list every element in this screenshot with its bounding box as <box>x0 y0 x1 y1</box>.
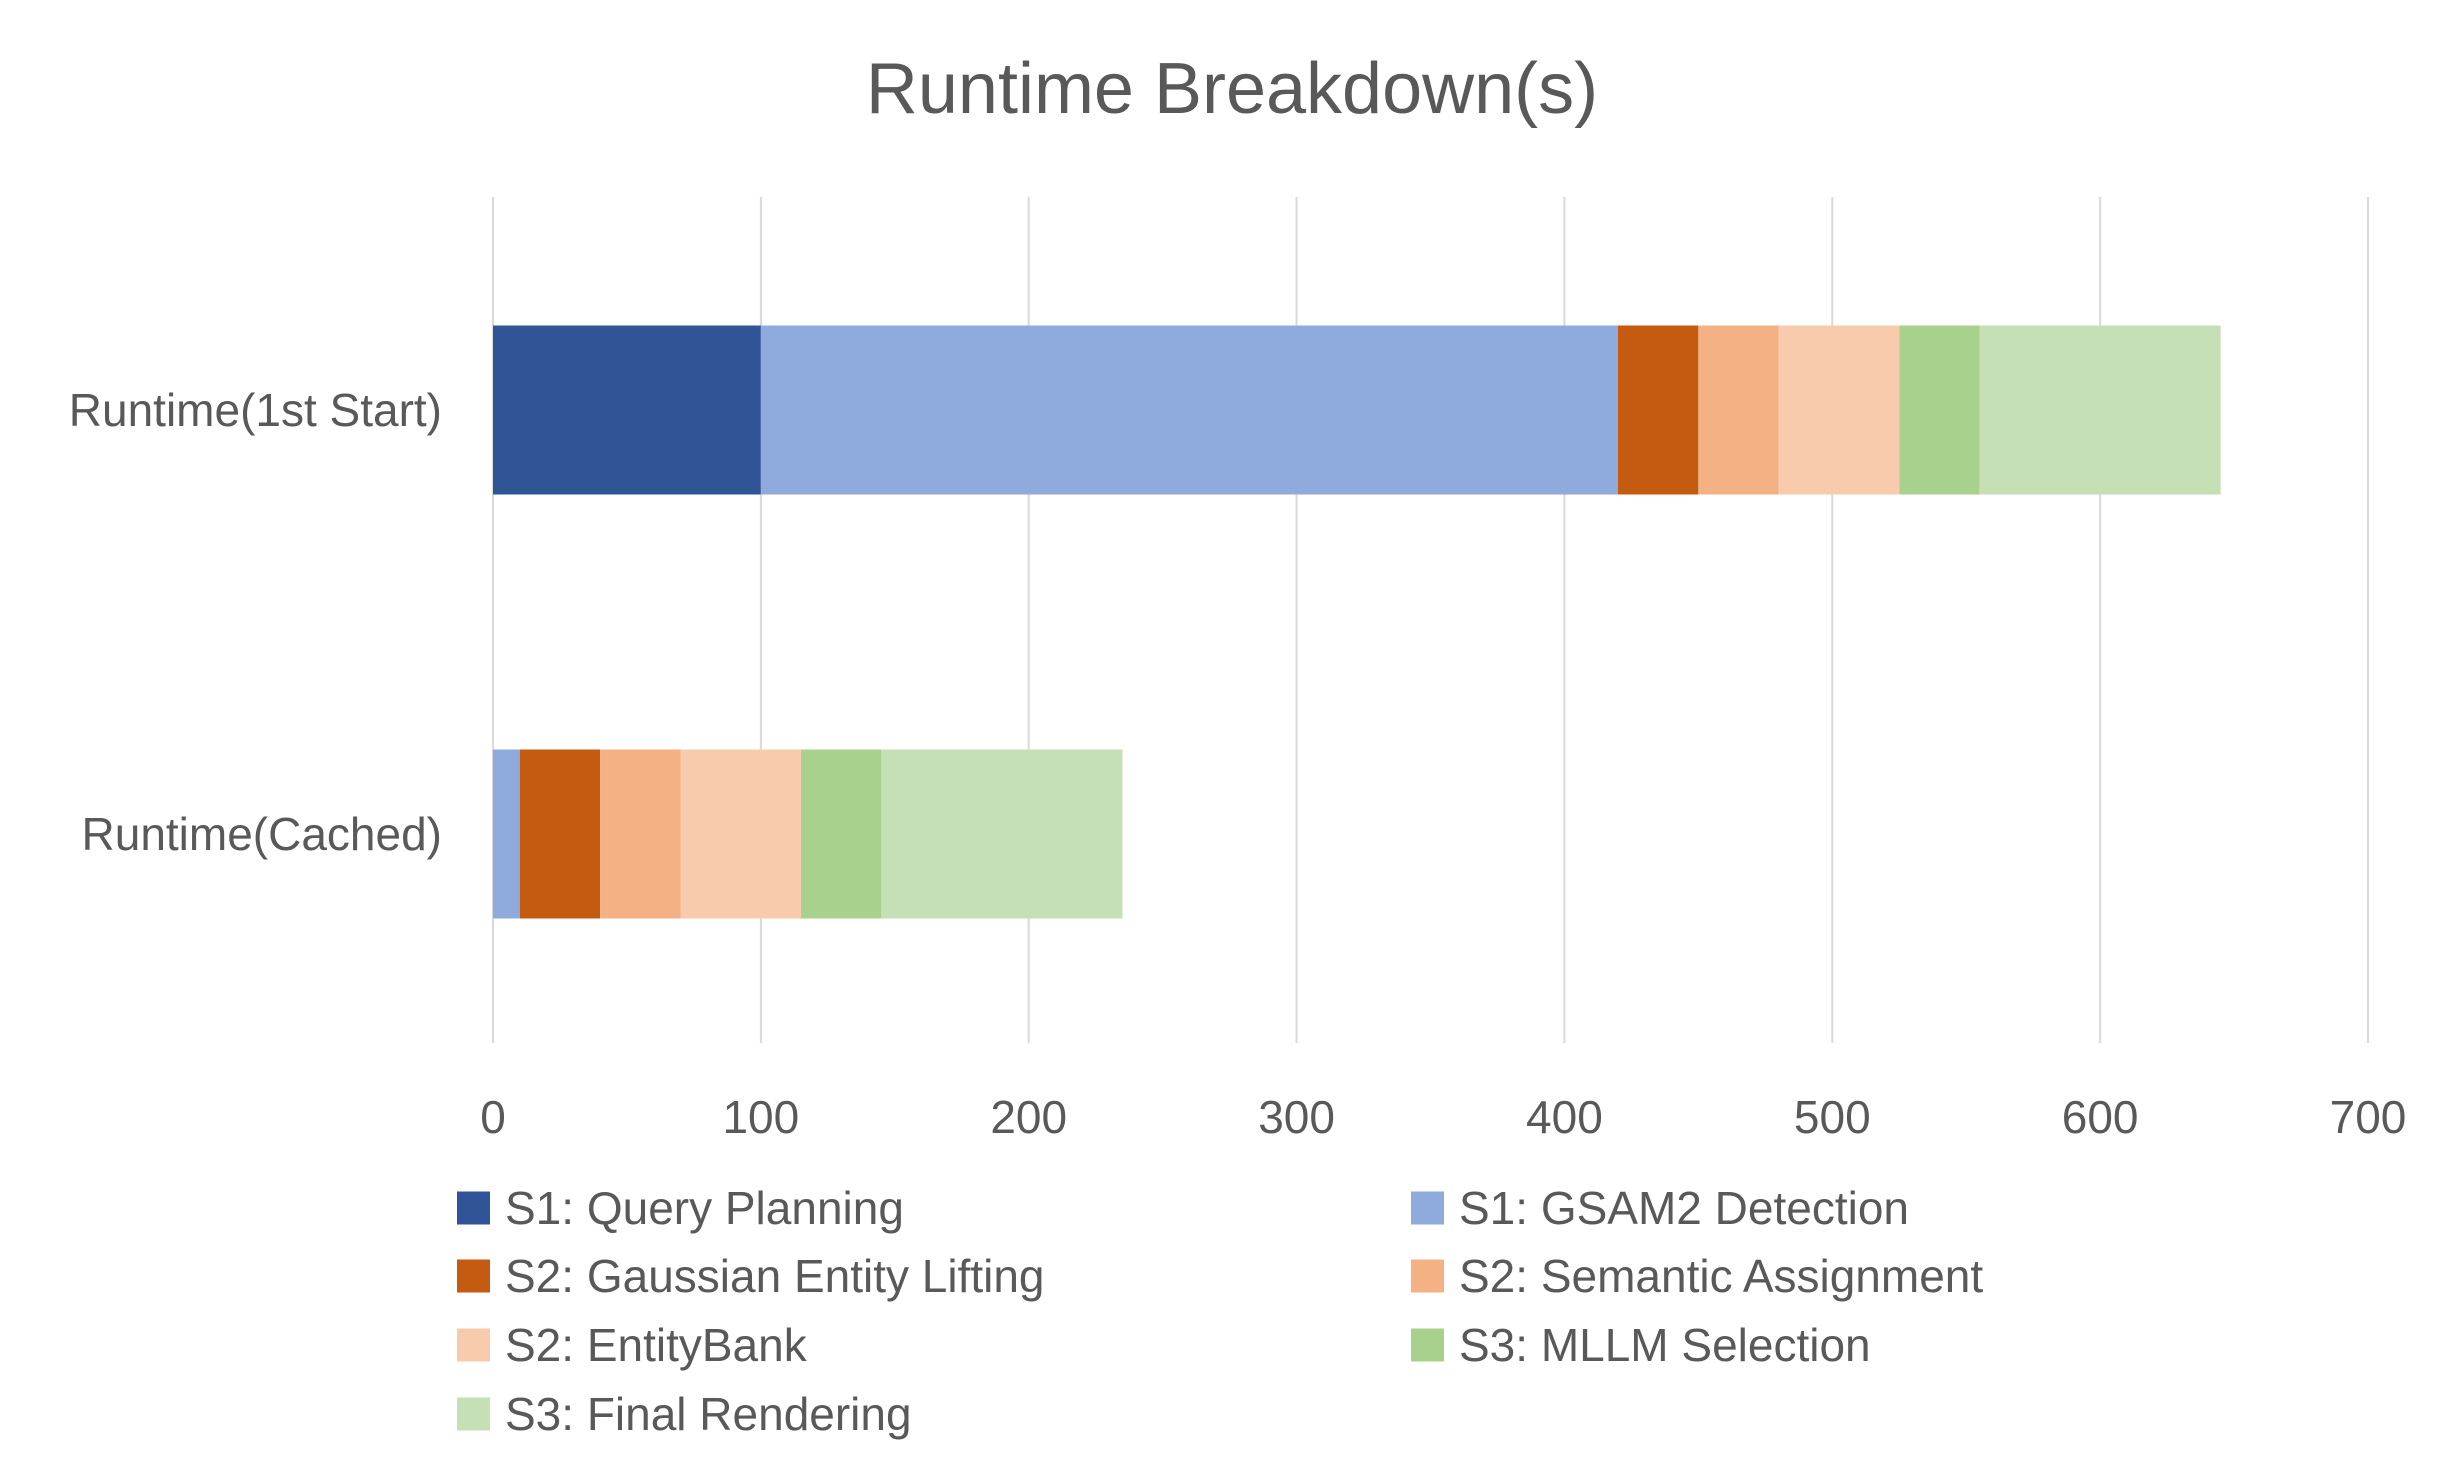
legend-swatch <box>1411 1191 1444 1225</box>
legend: S1: Query Planning S1: GSAM2 Detection S2:… <box>457 1182 1983 1440</box>
bar-segment <box>1698 325 1779 495</box>
legend-label: S1: GSAM2 Detection <box>1459 1182 1909 1234</box>
x-axis-ticks: 0 100 200 300 400 500 600 700 <box>480 1091 2406 1143</box>
bar-segment <box>519 749 601 919</box>
legend-label: S2: Semantic Assignment <box>1459 1250 1983 1302</box>
legend-label: S3: Final Rendering <box>505 1388 912 1440</box>
bar-segment <box>1618 325 1699 495</box>
bar-segment <box>1899 325 1980 495</box>
legend-label: S1: Query Planning <box>505 1182 904 1234</box>
x-tick-label: 700 <box>2330 1091 2407 1143</box>
legend-label: S3: MLLM Selection <box>1459 1319 1871 1371</box>
chart-title: Runtime Breakdown(s) <box>866 49 1598 129</box>
legend-swatch <box>457 1397 490 1431</box>
legend-label: S2: EntityBank <box>505 1319 808 1371</box>
bar-segment <box>881 749 1123 919</box>
category-label: Runtime(1st Start) <box>69 384 442 436</box>
legend-swatch <box>1411 1328 1444 1362</box>
x-tick-label: 400 <box>1526 1091 1603 1143</box>
bar-segment <box>1979 325 2221 495</box>
bar-segment <box>801 749 882 919</box>
bar-segment <box>760 325 1618 495</box>
x-tick-label: 200 <box>990 1091 1067 1143</box>
x-tick-label: 300 <box>1258 1091 1335 1143</box>
bar-segment <box>680 749 802 919</box>
x-tick-label: 100 <box>722 1091 799 1143</box>
bar-segment <box>1778 325 1900 495</box>
legend-swatch <box>457 1191 490 1225</box>
category-labels: Runtime(1st Start) Runtime(Cached) <box>69 384 442 860</box>
legend-swatch <box>1411 1259 1444 1293</box>
x-tick-label: 0 <box>480 1091 506 1143</box>
bar-segment <box>600 749 681 919</box>
legend-swatch <box>457 1328 490 1362</box>
category-label: Runtime(Cached) <box>82 808 442 860</box>
bar-segment <box>493 325 761 495</box>
legend-swatch <box>457 1259 490 1293</box>
x-tick-label: 600 <box>2062 1091 2139 1143</box>
legend-label: S2: Gaussian Entity Lifting <box>505 1250 1045 1302</box>
bar-segment <box>493 749 520 919</box>
x-tick-label: 500 <box>1794 1091 1871 1143</box>
bars <box>493 325 2221 919</box>
